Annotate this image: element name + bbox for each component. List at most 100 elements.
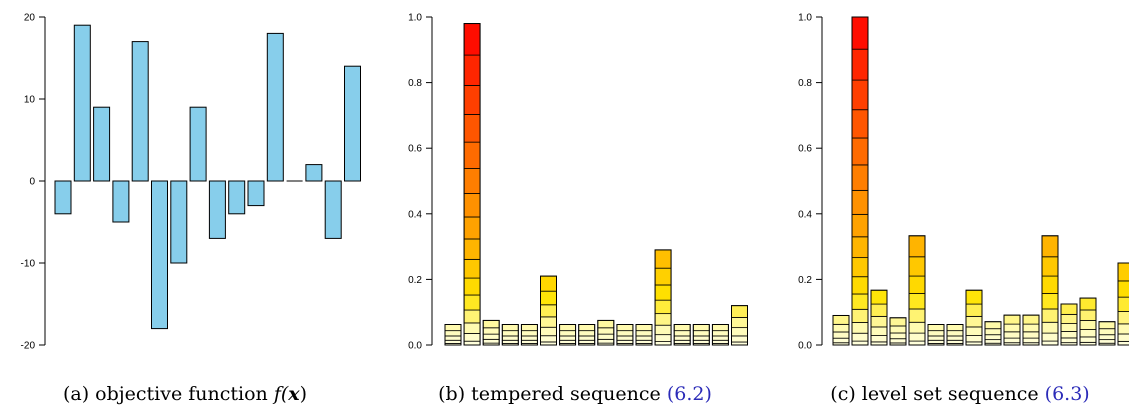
bar-level-segment	[965, 303, 983, 317]
bar-level-segment	[889, 317, 907, 327]
bar	[54, 180, 72, 215]
bar-level-segment	[444, 335, 462, 341]
bar-level-segment	[1117, 296, 1129, 312]
bar-level-segment	[832, 331, 850, 339]
bar-level-segment	[712, 324, 729, 332]
bar-level-segment	[927, 324, 945, 332]
y-tick-label: 20	[24, 13, 36, 24]
bar-level-segment	[463, 54, 481, 86]
bar-level-segment	[521, 335, 538, 341]
bar-level-segment	[1022, 337, 1040, 344]
y-tick-label: 0.6	[798, 144, 812, 155]
bar	[344, 65, 361, 182]
bar	[463, 23, 481, 346]
bar-level-segment	[851, 109, 869, 139]
bar-level-segment	[1079, 309, 1097, 321]
bar-level-segment	[654, 324, 672, 336]
bar-level-segment	[540, 304, 557, 318]
bar-outline	[635, 324, 653, 346]
bar	[832, 314, 850, 346]
y-tick-label: -20	[21, 341, 36, 352]
bar-level-segment	[463, 193, 481, 218]
bar-level-segment	[597, 338, 615, 344]
bar	[692, 324, 710, 346]
bar	[189, 106, 207, 182]
bar-outline	[540, 275, 557, 346]
bar-level-segment	[635, 339, 653, 344]
bar-level-segment	[965, 326, 983, 336]
bar-level-segment	[501, 339, 519, 344]
bar	[927, 324, 945, 346]
bar-level-segment	[654, 267, 672, 286]
bar-level-segment	[870, 335, 888, 343]
bar-level-segment	[463, 23, 481, 56]
bar-level-segment	[851, 308, 869, 323]
bar-level-segment	[1098, 339, 1116, 344]
bar-level-segment	[692, 339, 710, 344]
bar-level-segment	[673, 339, 691, 344]
bar	[654, 249, 672, 346]
bar-level-segment	[597, 333, 615, 340]
bar-level-segment	[673, 335, 691, 341]
bar-level-segment	[444, 324, 462, 332]
bar-outline	[1003, 314, 1021, 346]
bar-level-segment	[692, 324, 710, 332]
bar-level-segment	[1079, 336, 1097, 343]
bar-level-segment	[851, 340, 869, 346]
bar-level-segment	[578, 339, 596, 344]
bar-level-segment	[463, 294, 481, 311]
bar-level-segment	[1060, 303, 1078, 315]
bar	[984, 321, 1002, 346]
caption-c: (c) level set sequence (6.3)	[830, 383, 1089, 405]
y-tick-label: 0.4	[408, 209, 422, 220]
bar-outline	[1060, 303, 1078, 346]
bar-outline	[463, 23, 481, 346]
bar-level-segment	[889, 325, 907, 334]
bar-level-segment	[712, 339, 729, 344]
bar-level-segment	[946, 339, 964, 344]
bar-level-segment	[673, 330, 691, 337]
bar-level-segment	[501, 330, 519, 337]
bar-level-segment	[832, 337, 850, 344]
bar-level-segment	[654, 334, 672, 342]
bar-level-segment	[851, 332, 869, 342]
bar-level-segment	[851, 79, 869, 111]
bar-outline	[731, 305, 748, 346]
y-tick-label: 10	[24, 95, 36, 106]
bar-outline	[908, 235, 926, 346]
bar-outline	[946, 324, 964, 346]
y-tick-label: 0.6	[408, 144, 422, 155]
bar-level-segment	[654, 341, 672, 346]
bar-level-segment	[908, 308, 926, 323]
bar-level-segment	[501, 324, 519, 332]
caption-a: (a) objective function f(x)	[63, 383, 307, 405]
bar-level-segment	[540, 335, 557, 343]
bar	[444, 324, 462, 346]
bar-level-segment	[635, 330, 653, 337]
bar	[559, 324, 577, 346]
bar-level-segment	[870, 326, 888, 336]
bar-level-segment	[984, 321, 1002, 330]
bar-level-segment	[832, 323, 850, 333]
bar-level-segment	[984, 334, 1002, 341]
bar	[208, 180, 226, 239]
bar-level-segment	[482, 333, 500, 340]
bar	[170, 180, 188, 264]
bar-level-segment	[597, 327, 615, 335]
bar-level-segment	[1079, 297, 1097, 311]
bar-level-segment	[965, 315, 983, 328]
bar	[73, 24, 91, 182]
bar-level-segment	[654, 284, 672, 301]
bar	[131, 41, 149, 182]
bar-level-segment	[1041, 321, 1059, 334]
y-tick-label: 0.8	[408, 78, 422, 89]
bar-level-segment	[1022, 331, 1040, 339]
bar-level-segment	[731, 327, 748, 337]
bar-level-segment	[578, 335, 596, 341]
bar-level-segment	[927, 330, 945, 337]
bar-level-segment	[501, 335, 519, 341]
bar	[1098, 321, 1116, 346]
bar-outline	[616, 324, 634, 346]
bar-outline	[965, 289, 983, 346]
bar-level-segment	[463, 114, 481, 143]
